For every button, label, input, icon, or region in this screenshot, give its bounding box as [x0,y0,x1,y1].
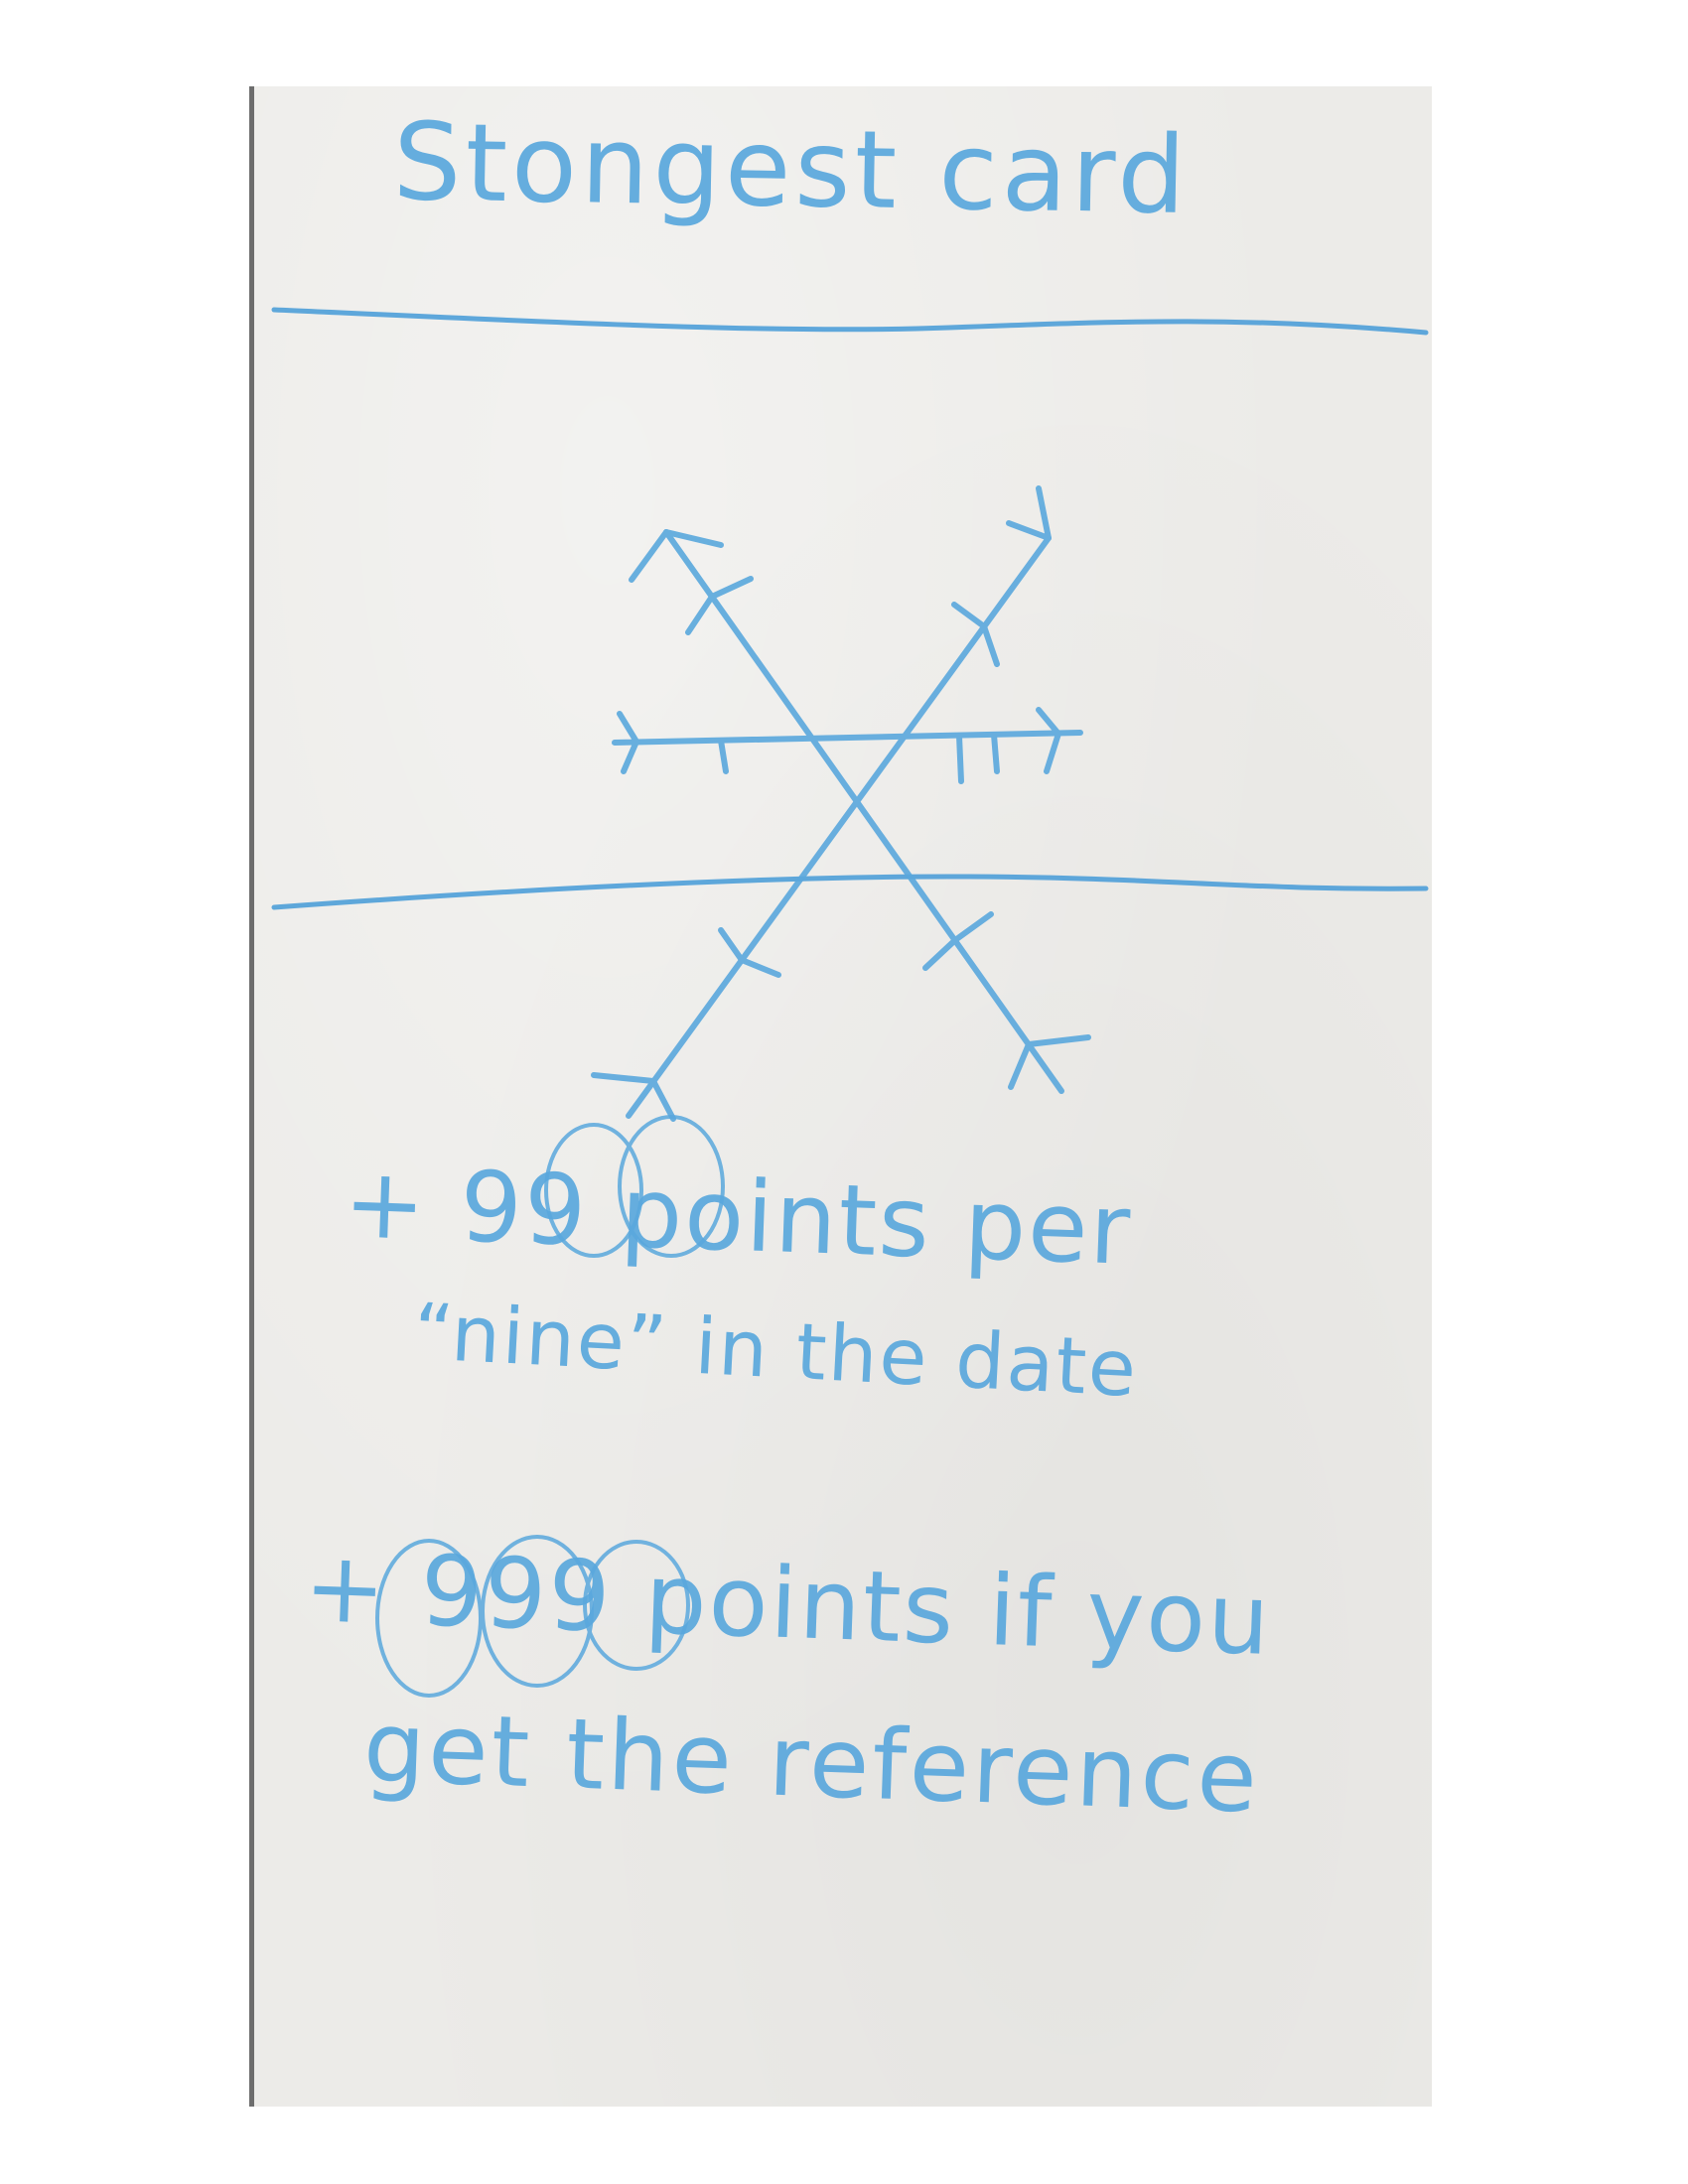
bottom-divider [271,874,1429,910]
index-card: Stongest card + 99 points per “nine” in … [249,86,1432,2107]
rule-line-1: + 99 points per [342,1147,1134,1288]
top-divider [271,307,1429,336]
card-drawing [271,307,1429,1698]
nine-circles [375,1115,725,1698]
snowflake-icon [591,485,1091,1122]
card-title: Stongest card [391,100,1192,238]
rule-line-4: get the reference [361,1691,1262,1836]
